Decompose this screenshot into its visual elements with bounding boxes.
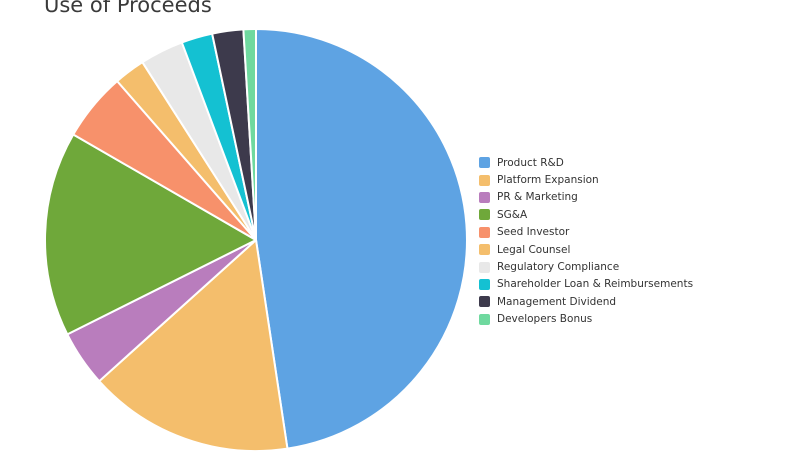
legend-swatch [479, 157, 490, 169]
legend-item-legal-counsel[interactable]: Legal Counsel [479, 241, 693, 258]
legend-label: PR & Marketing [497, 191, 578, 204]
legend-label: Seed Investor [497, 226, 570, 239]
pie-slices [44, 28, 468, 452]
chart-legend: Product R&D Platform Expansion PR & Market… [479, 154, 693, 328]
pie-slice-platform-expansion[interactable] [98, 239, 289, 452]
legend-item-regulatory-compliance[interactable]: Regulatory Compliance [479, 258, 693, 275]
legend-item-shareholder-loan-and-reimbursements[interactable]: Shareholder Loan & Reimbursements [479, 276, 693, 293]
legend-item-developers-bonus[interactable]: Developers Bonus [479, 311, 693, 328]
legend-label: Regulatory Compliance [497, 261, 620, 274]
legend-label: Developers Bonus [497, 313, 593, 326]
legend-swatch [479, 313, 490, 325]
legend-label: Management Dividend [497, 295, 617, 308]
legend-swatch [479, 296, 490, 308]
pie-slice-product-randd[interactable] [255, 28, 468, 450]
pie-slice-sganda[interactable] [44, 133, 257, 336]
legend-item-seed-investor[interactable]: Seed Investor [479, 224, 693, 241]
legend-label: Shareholder Loan & Reimbursements [497, 278, 694, 291]
legend-swatch [479, 261, 490, 273]
legend-label: Platform Expansion [497, 174, 599, 187]
chart-title: Use of Proceeds [44, 0, 212, 17]
legend-label: Product R&D [497, 156, 564, 169]
legend-swatch [479, 174, 490, 186]
legend-item-sganda[interactable]: SG&A [479, 206, 693, 223]
legend-item-management-dividend[interactable]: Management Dividend [479, 293, 693, 310]
pie-slice-developers-bonus[interactable] [242, 28, 257, 241]
legend-swatch [479, 244, 490, 256]
legend-label: Legal Counsel [497, 243, 571, 256]
legend-swatch [479, 209, 490, 221]
legend-item-product-randd[interactable]: Product R&D [479, 154, 693, 171]
legend-swatch [479, 226, 490, 238]
legend-label: SG&A [497, 208, 528, 221]
legend-swatch [479, 278, 490, 290]
legend-item-pr-and-marketing[interactable]: PR & Marketing [479, 189, 693, 206]
legend-item-platform-expansion[interactable]: Platform Expansion [479, 171, 693, 188]
legend-swatch [479, 191, 490, 203]
